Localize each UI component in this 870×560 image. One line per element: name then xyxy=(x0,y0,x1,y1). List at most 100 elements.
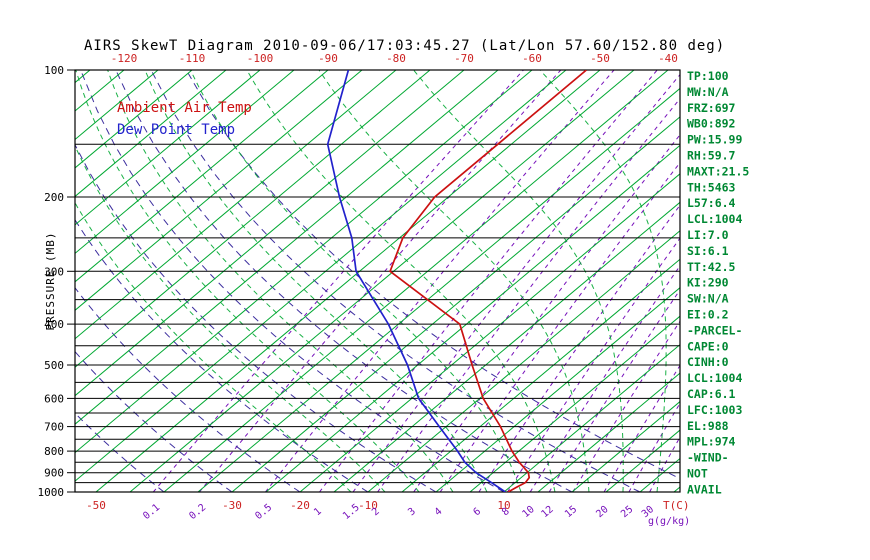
mixing-unit-label: g(g/kg) xyxy=(648,516,690,527)
isotherm-line xyxy=(75,70,465,397)
isotherm-line xyxy=(537,372,680,492)
stat-line: L57:6.4 xyxy=(687,196,736,210)
mixing-ratio-label: 0.5 xyxy=(253,502,274,522)
mixing-ratio-line xyxy=(529,265,680,492)
pressure-tick-label: 700 xyxy=(44,421,64,434)
isotherm-line xyxy=(75,70,431,368)
mixing-ratio-label: 1 xyxy=(312,506,324,518)
temperature-curve xyxy=(389,70,587,492)
isotherm-line xyxy=(435,287,680,492)
mixing-ratio-label: 2 xyxy=(370,506,382,518)
stat-line: AVAIL xyxy=(687,482,722,496)
isotherm-line xyxy=(75,70,397,340)
isotherm-line xyxy=(75,70,295,255)
isotherm-line xyxy=(503,343,680,492)
sounding-layer xyxy=(326,70,587,492)
stat-line: CAPE:0 xyxy=(687,339,729,353)
isotherm-line xyxy=(469,315,680,492)
isotherm-line xyxy=(75,70,227,198)
mixing-ratio-label: 4 xyxy=(433,506,445,518)
stat-line: -PARCEL- xyxy=(687,323,742,337)
mixing-ratio-line xyxy=(319,70,658,492)
moist-adiabat-line xyxy=(246,70,556,492)
mixing-ratio-label: 15 xyxy=(563,504,579,520)
plot-frame xyxy=(74,69,681,493)
stat-line: LI:7.0 xyxy=(687,228,729,242)
isotherm-line xyxy=(75,70,261,226)
stat-line: -WIND- xyxy=(687,451,729,465)
mixing-ratio-label: 20 xyxy=(594,504,610,520)
mixing-ratio-label: 8 xyxy=(500,506,512,518)
bottom-temp-label: -50 xyxy=(86,499,106,512)
stat-line: EL:988 xyxy=(687,419,729,433)
isotherm-line xyxy=(197,87,680,492)
top-temp-label: -50 xyxy=(590,52,610,65)
mixing-ratio-label: 0.1 xyxy=(141,502,162,522)
mixing-ratio-label: 12 xyxy=(539,504,555,520)
pressure-tick-label: 1000 xyxy=(38,486,65,499)
pressure-tick-label: 400 xyxy=(44,318,64,331)
stat-line: CINH:0 xyxy=(687,355,729,369)
pressure-tick-label: 100 xyxy=(44,64,64,77)
stat-line: CAP:6.1 xyxy=(687,387,736,401)
top-temp-label: -70 xyxy=(454,52,474,65)
isotherm-line xyxy=(75,70,363,311)
top-temp-label: -80 xyxy=(386,52,406,65)
mixing-ratio-line xyxy=(628,402,680,492)
stat-line: MW:N/A xyxy=(687,85,729,99)
isotherm-line xyxy=(367,230,680,492)
bottom-temp-label: 10 xyxy=(497,499,510,512)
stat-line: KI:290 xyxy=(687,276,729,290)
grid-layer xyxy=(75,70,680,492)
isotherm-line xyxy=(129,70,635,492)
top-temp-label: -60 xyxy=(522,52,542,65)
pressure-tick-label: 300 xyxy=(44,265,64,278)
mixing-ratio-label: 3 xyxy=(406,506,418,518)
mixing-ratio-label: 25 xyxy=(619,504,635,520)
isotherm-line xyxy=(333,201,680,492)
isotherm-line xyxy=(75,70,193,169)
stat-line: SI:6.1 xyxy=(687,244,729,258)
stat-line: TT:42.5 xyxy=(687,260,736,274)
top-temp-label: -90 xyxy=(318,52,338,65)
stat-line: NOT xyxy=(687,467,708,481)
stat-line: MAXT:21.5 xyxy=(687,164,749,178)
mixing-ratio-line xyxy=(199,70,562,492)
stat-line: FRZ:697 xyxy=(687,101,736,115)
pressure-tick-label: 200 xyxy=(44,191,64,204)
temp-unit-label: T(C) xyxy=(663,499,690,512)
bottom-temp-label: -30 xyxy=(222,499,242,512)
stat-line: SW:N/A xyxy=(687,292,729,306)
stat-line: TH:5463 xyxy=(687,180,736,194)
mixing-ratio-line xyxy=(413,134,680,492)
isotherm-line xyxy=(401,258,680,492)
chart-title: AIRS SkewT Diagram 2010-09-06/17:03:45.2… xyxy=(84,38,726,54)
stat-line: WB0:892 xyxy=(687,117,735,131)
isotherm-line xyxy=(75,70,567,482)
isotherm-line xyxy=(571,400,680,492)
top-temp-label: -120 xyxy=(111,52,138,65)
dewpoint-curve xyxy=(326,70,506,492)
isotherm-line xyxy=(75,70,533,454)
isotherm-line xyxy=(265,144,680,492)
isotherm-line xyxy=(75,70,329,283)
stat-line: LFC:1003 xyxy=(687,403,742,417)
mixing-ratio-line xyxy=(649,436,680,492)
bottom-temp-label: -20 xyxy=(290,499,310,512)
isotherm-line xyxy=(299,173,680,492)
stat-line: MPL:974 xyxy=(687,435,736,449)
bottom-temp-label: -10 xyxy=(358,499,378,512)
stat-line: TP:100 xyxy=(687,69,729,83)
stat-line: EI:0.2 xyxy=(687,308,729,322)
pressure-axis-title: PRESSURE (MB) xyxy=(44,231,57,330)
mixing-ratio-label: 0.2 xyxy=(187,502,208,522)
mixing-ratio-label: 10 xyxy=(520,504,536,520)
isotherm-line xyxy=(75,70,499,425)
isotherm-line xyxy=(163,70,669,492)
stat-line: PW:15.99 xyxy=(687,133,742,147)
stat-line: RH:59.7 xyxy=(687,149,736,163)
isotherm-line xyxy=(639,457,680,492)
top-temp-label: -100 xyxy=(247,52,274,65)
